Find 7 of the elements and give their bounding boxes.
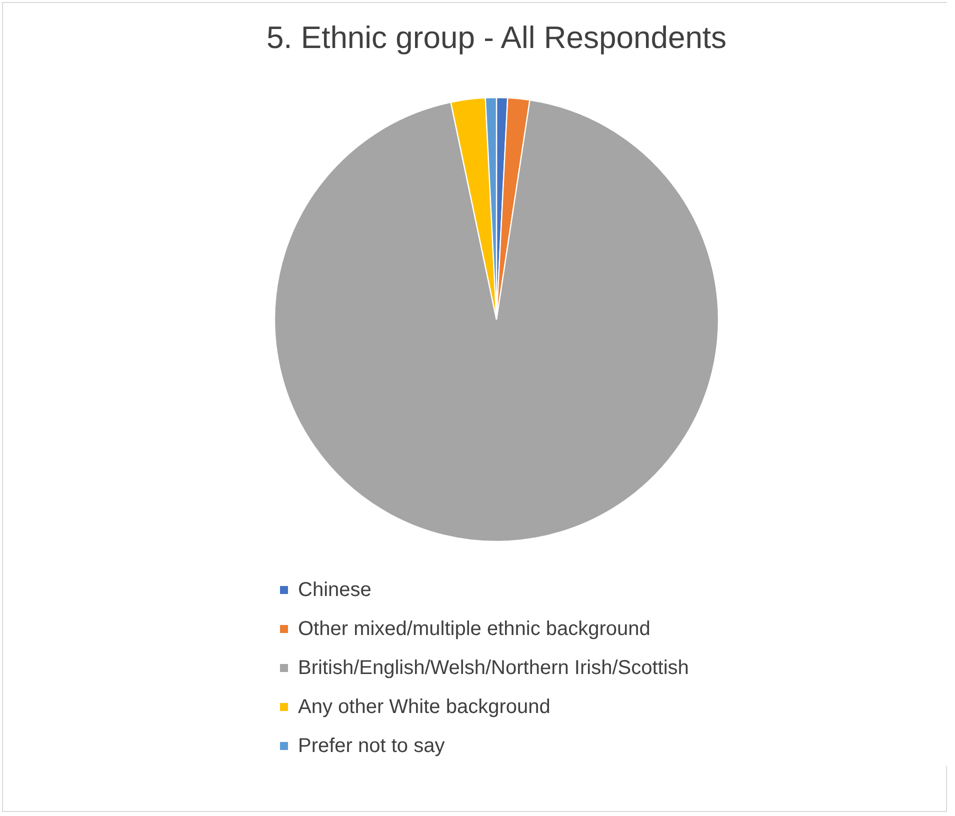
legend-label: Prefer not to say <box>298 735 445 757</box>
legend-label: Chinese <box>298 579 372 601</box>
legend-label: Other mixed/multiple ethnic background <box>298 618 650 640</box>
legend-label: British/English/Welsh/Northern Irish/Scottish <box>298 657 689 679</box>
chart-title: 5. Ethnic group - All Respondents <box>266 20 727 56</box>
pie-slice <box>274 99 720 542</box>
legend-label: Any other White background <box>298 696 550 718</box>
